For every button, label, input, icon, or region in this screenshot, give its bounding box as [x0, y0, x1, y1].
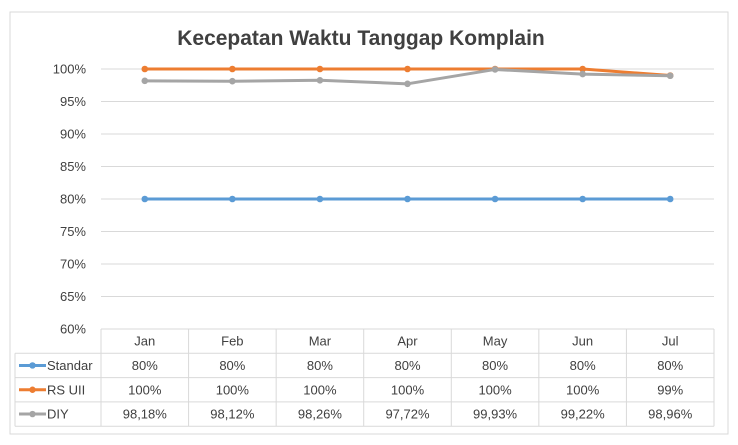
- data-table-cell: 100%: [128, 382, 162, 397]
- legend-marker: [29, 362, 36, 369]
- data-table-cell: 97,72%: [385, 407, 430, 422]
- chart-title: Kecepatan Waktu Tanggap Komplain: [177, 27, 545, 50]
- y-tick-label: 95%: [60, 94, 86, 109]
- data-table-cell: 99%: [657, 382, 683, 397]
- data-table-cell: 100%: [216, 382, 250, 397]
- legend-marker: [29, 386, 36, 393]
- data-point: [316, 65, 324, 73]
- data-point: [404, 195, 411, 203]
- data-table-cell: 80%: [657, 358, 683, 373]
- data-table-cell: 80%: [219, 358, 245, 373]
- data-table-cell: 100%: [391, 382, 425, 397]
- data-point: [579, 195, 586, 203]
- legend-label: RS UII: [47, 382, 85, 397]
- data-table-cell: 98,18%: [123, 407, 168, 422]
- data-point: [141, 65, 149, 73]
- x-tick-label: Jul: [662, 334, 679, 349]
- gridlines: [101, 68, 714, 297]
- y-tick-label: 90%: [60, 127, 86, 142]
- data-table-cell: 100%: [566, 382, 600, 397]
- x-tick-label: Apr: [397, 334, 418, 349]
- data-table-cell: 80%: [132, 358, 158, 373]
- data-table-cell: 100%: [478, 382, 512, 397]
- data-point: [666, 195, 674, 203]
- series-lines: [141, 65, 674, 203]
- y-tick-label: 60%: [60, 322, 86, 337]
- data-point: [404, 65, 411, 73]
- data-point: [666, 72, 674, 80]
- y-tick-label: 85%: [60, 159, 86, 174]
- x-tick-label: Feb: [221, 334, 243, 349]
- legend-label: Standar: [47, 358, 93, 373]
- y-tick-label: 80%: [60, 192, 86, 207]
- y-tick-label: 75%: [60, 224, 86, 239]
- x-tick-label: Jan: [134, 334, 155, 349]
- data-table-cell: 100%: [303, 382, 337, 397]
- y-tick-label: 70%: [60, 257, 86, 272]
- x-tick-label: Mar: [309, 334, 332, 349]
- y-tick-label: 100%: [53, 62, 87, 77]
- data-table-cell: 98,26%: [298, 407, 343, 422]
- data-point: [579, 70, 586, 78]
- legend-label: DIY: [47, 407, 69, 422]
- data-point: [579, 65, 586, 73]
- data-table-cell: 98,12%: [210, 407, 255, 422]
- data-point: [316, 77, 324, 84]
- data-point: [491, 195, 499, 203]
- data-table-cell: 99,22%: [561, 407, 606, 422]
- data-table-cell: 80%: [394, 358, 420, 373]
- data-table-cell: 99,93%: [473, 407, 518, 422]
- data-point: [229, 195, 236, 203]
- y-axis-ticks: 60% 65% 70% 75% 80% 85% 90% 95% 100%: [53, 62, 87, 337]
- legend-marker: [29, 410, 36, 418]
- data-point: [229, 77, 236, 85]
- data-point: [404, 80, 411, 88]
- data-point: [491, 66, 499, 73]
- data-point: [229, 65, 236, 73]
- data-point: [141, 77, 149, 85]
- data-point: [141, 195, 149, 203]
- data-table-cell: 80%: [307, 358, 333, 373]
- data-table: Jan Feb Mar Apr May Jun Jul Standar 80% 80% 80% 80%…: [14, 328, 715, 427]
- y-tick-label: 65%: [60, 289, 86, 304]
- data-point: [316, 195, 324, 203]
- x-tick-label: Jun: [572, 334, 593, 349]
- data-table-cell: 80%: [482, 358, 508, 373]
- data-table-cell: 80%: [570, 358, 596, 373]
- x-tick-label: May: [483, 334, 508, 349]
- data-table-cell: 98,96%: [648, 407, 693, 422]
